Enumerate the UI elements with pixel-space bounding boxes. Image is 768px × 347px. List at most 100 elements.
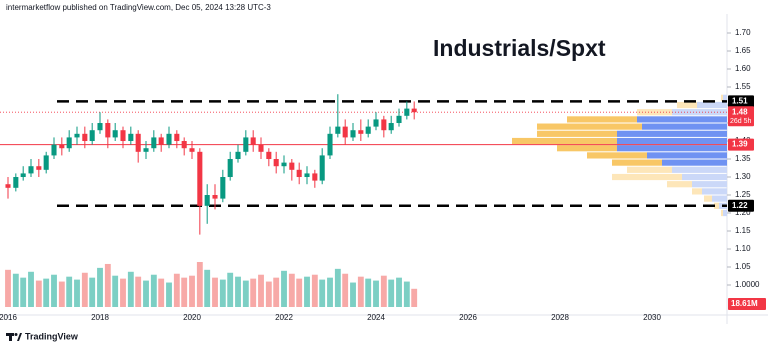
volume-bar [281,270,287,307]
profile-down [537,130,617,137]
volume-bar [35,280,42,307]
candle-body [158,137,164,145]
candle-body [289,162,295,170]
logo [6,333,22,341]
candle-body [411,108,417,113]
candle-body [250,137,256,145]
profile-up [723,94,727,101]
volume-bar [396,277,402,307]
candle-body [212,195,218,199]
volume-bar [388,279,395,307]
volume-bar [158,278,165,307]
candle-body [258,144,264,152]
volume-bar [173,273,180,307]
candle-body [381,119,387,131]
volume-bar [411,288,418,307]
level-badge-bg [728,199,754,212]
profile-up [647,152,727,159]
profile-up [682,173,727,181]
volume-bar [89,277,96,307]
volume-bar [166,282,172,307]
volume-bar [212,277,218,307]
candle-body [105,123,111,138]
y-tick-label: 1.10 [735,244,751,253]
profile-up [617,137,727,145]
volume-bar [288,273,295,307]
x-tick-label: 2030 [643,313,661,322]
candle-body [20,173,26,178]
candle-body [227,159,233,178]
volume-bar [104,263,111,307]
profile-up [692,181,727,188]
volume-bar [327,277,333,307]
candle-body [373,119,379,127]
candle-body [189,148,195,152]
volume-bar [181,277,188,307]
candle-body [97,123,103,131]
profile-up [672,166,727,173]
profile-down [567,116,637,123]
candle-body [273,159,279,167]
profile-down [714,202,719,209]
y-tick-label: 1.0000 [735,280,760,289]
y-tick-label: 1.65 [735,46,751,55]
level-badge-bg [728,138,754,151]
profile-down [627,166,672,173]
volume-bar [196,262,203,307]
profile-up [723,209,727,217]
volume-bar [365,278,372,307]
volume-badge-bg [728,298,766,310]
candle-body [327,133,333,156]
candle-body [396,115,402,124]
volume-bar [20,277,27,307]
volume-bar [150,274,157,307]
countdown: 26d 5h [730,118,752,125]
volume-bar [97,267,103,307]
volume-bar [342,273,349,307]
volume-bar [250,278,257,307]
footer-brand: TradingView [25,331,79,341]
candle-body [66,137,72,149]
volume-bar [112,275,119,307]
x-tick-label: 2016 [0,313,17,322]
volume-bar [273,277,280,307]
profile-up [617,145,727,152]
candle-body [112,130,118,138]
profile-up [617,130,727,137]
candle-body [128,133,134,142]
profile-down [677,101,697,109]
volume-bar [227,272,234,307]
volume-bar [403,281,410,307]
profile-down [704,195,712,202]
candle-body [143,148,149,152]
candle-body [204,195,210,206]
candle-body [135,133,141,152]
volume-bar [51,274,57,307]
volume-bar [74,279,80,307]
volume-bar [12,273,19,307]
y-tick-label: 1.25 [735,190,751,199]
volume-bar [219,279,226,307]
volume-bar [120,278,126,307]
candle-body [120,130,126,142]
y-tick-label: 1.30 [735,172,751,181]
x-tick-label: 2024 [367,313,385,322]
candle-body [59,144,65,149]
chart-title: Industrials/Spxt [433,35,606,61]
volume-bar [350,282,356,307]
candle-body [13,177,19,188]
y-tick-label: 1.55 [735,82,751,91]
candle-body [342,126,348,138]
header: intermarketflow published on TradingView… [6,3,271,12]
profile-down [721,209,723,217]
profile-down [667,181,692,188]
volume-bar [235,276,241,307]
volume-bar [334,268,341,307]
volume-bar [28,271,34,307]
volume-bar [242,280,249,307]
y-tick-label: 1.35 [735,154,751,163]
candle-body [89,130,95,142]
volume-bar [127,271,134,307]
candle-body [174,133,180,142]
